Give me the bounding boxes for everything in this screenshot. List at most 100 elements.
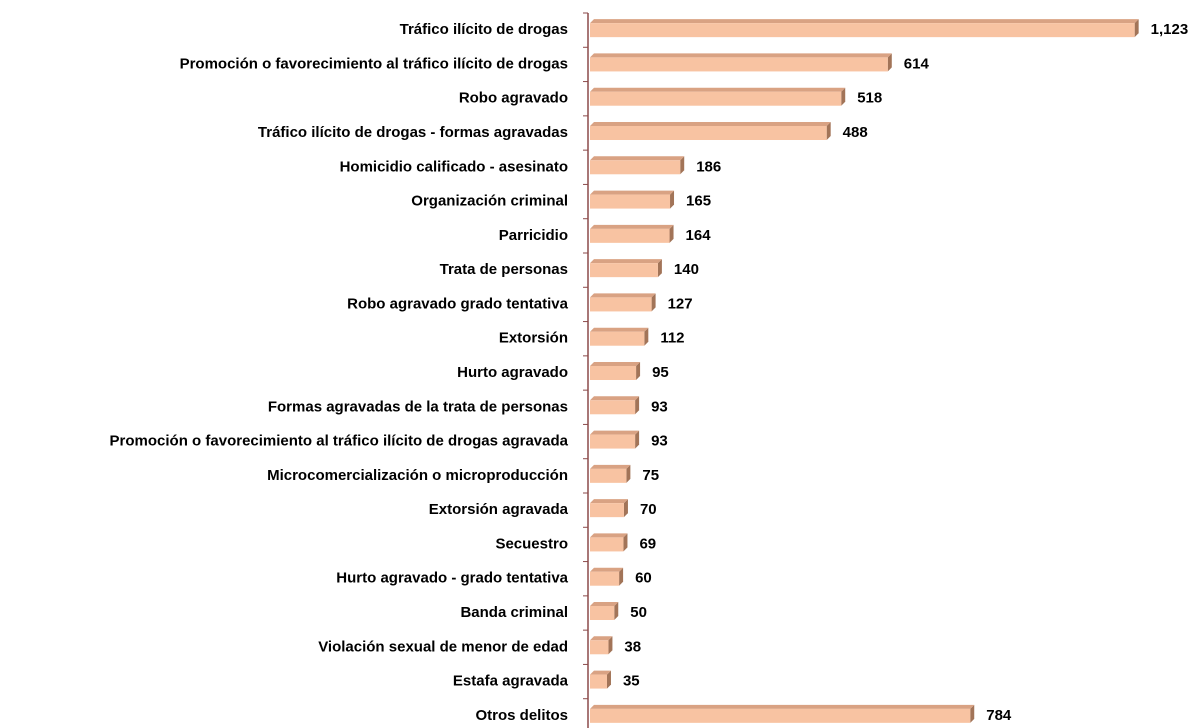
bar-side xyxy=(606,670,611,689)
bar xyxy=(590,468,627,483)
bar-top xyxy=(590,156,685,161)
bar-side xyxy=(657,259,662,278)
value-label: 69 xyxy=(639,535,656,552)
bar xyxy=(590,160,681,175)
bar-side xyxy=(623,499,628,518)
category-label: Hurto agravado - grado tentativa xyxy=(336,570,568,587)
category-label: Promoción o favorecimiento al tráfico il… xyxy=(180,55,568,72)
category-label: Robo agravado grado tentativa xyxy=(347,295,569,312)
category-label: Homicidio calificado - asesinato xyxy=(340,158,568,175)
bar-top xyxy=(590,122,831,126)
value-label: 95 xyxy=(652,364,669,381)
category-label: Tráfico ilícito de drogas xyxy=(400,21,568,38)
bar-side xyxy=(626,464,631,483)
bar-side xyxy=(623,533,628,552)
bar xyxy=(590,708,971,723)
category-label: Microcomercialización o microproducción xyxy=(267,467,568,484)
category-label: Extorsión xyxy=(499,330,568,347)
value-label: 50 xyxy=(630,604,647,621)
bar-top xyxy=(590,567,624,572)
bar xyxy=(590,23,1135,38)
category-label: Parricidio xyxy=(499,227,568,244)
bar xyxy=(590,503,624,518)
bar xyxy=(590,400,636,415)
bar-side xyxy=(826,122,831,140)
category-label: Formas agravadas de la trata de personas xyxy=(268,398,568,415)
value-label: 112 xyxy=(660,330,684,347)
bar-top xyxy=(590,224,674,229)
bar-side xyxy=(669,224,674,243)
category-label: Trata de personas xyxy=(440,261,568,278)
value-label: 140 xyxy=(674,261,699,278)
value-label: 127 xyxy=(668,295,693,312)
bar-side xyxy=(970,704,975,723)
category-label: Tráfico ilícito de drogas - formas agrav… xyxy=(258,124,568,141)
value-label: 93 xyxy=(651,433,668,450)
value-label: 614 xyxy=(904,55,930,72)
value-label: 165 xyxy=(686,193,711,210)
category-label: Extorsión agravada xyxy=(429,501,569,518)
value-label: 518 xyxy=(857,90,882,107)
category-label: Hurto agravado xyxy=(457,364,568,381)
bar xyxy=(590,366,637,380)
bar-top xyxy=(590,87,846,92)
bar-top xyxy=(590,293,656,298)
bar-side xyxy=(887,53,892,72)
bar-top xyxy=(590,704,975,709)
bar xyxy=(590,331,645,346)
bar-top xyxy=(590,396,640,401)
bar xyxy=(590,571,620,586)
category-label: Secuestro xyxy=(495,535,568,552)
bar-side xyxy=(614,602,619,620)
bar xyxy=(590,126,827,140)
bar-top xyxy=(590,602,619,606)
bar-top xyxy=(590,464,631,469)
bar xyxy=(590,91,842,106)
bar-side xyxy=(619,567,624,586)
category-label: Violación sexual de menor de edad xyxy=(318,638,568,655)
value-label: 75 xyxy=(642,467,659,484)
bar-side xyxy=(636,362,641,380)
bar-top xyxy=(590,19,1139,24)
bar-top xyxy=(590,499,628,504)
bar xyxy=(590,228,670,243)
value-label: 488 xyxy=(843,124,868,141)
bar-top xyxy=(590,190,675,195)
value-label: 93 xyxy=(651,398,668,415)
category-label: Robo agravado xyxy=(459,90,568,107)
value-label: 164 xyxy=(686,227,712,244)
value-label: 784 xyxy=(986,707,1012,724)
bar-top xyxy=(590,636,613,641)
bar-top xyxy=(590,533,628,538)
bar-side xyxy=(635,396,640,415)
bar-side xyxy=(644,327,649,346)
bar-side xyxy=(670,190,675,209)
bar xyxy=(590,263,658,278)
category-label: Estafa agravada xyxy=(453,673,569,690)
bar-top xyxy=(590,53,892,58)
bar-side xyxy=(841,87,846,106)
bar-top xyxy=(590,362,641,366)
bar xyxy=(590,194,671,209)
bar-side xyxy=(651,293,656,312)
category-label: Organización criminal xyxy=(411,193,568,210)
category-label: Otros delitos xyxy=(475,707,568,724)
bar xyxy=(590,674,607,689)
category-label: Banda criminal xyxy=(460,604,568,621)
bar-side xyxy=(608,636,613,655)
category-label: Promoción o favorecimiento al tráfico il… xyxy=(110,433,569,450)
value-label: 186 xyxy=(696,158,721,175)
bar xyxy=(590,434,636,449)
value-label: 60 xyxy=(635,570,652,587)
bar-top xyxy=(590,327,649,332)
bar-side xyxy=(635,430,640,449)
bar-side xyxy=(680,156,685,175)
bar xyxy=(590,537,624,552)
value-label: 1,123 xyxy=(1151,21,1189,38)
bar xyxy=(590,606,615,620)
value-label: 35 xyxy=(623,673,640,690)
bar-top xyxy=(590,430,640,435)
value-label: 38 xyxy=(624,638,641,655)
bar xyxy=(590,57,888,72)
